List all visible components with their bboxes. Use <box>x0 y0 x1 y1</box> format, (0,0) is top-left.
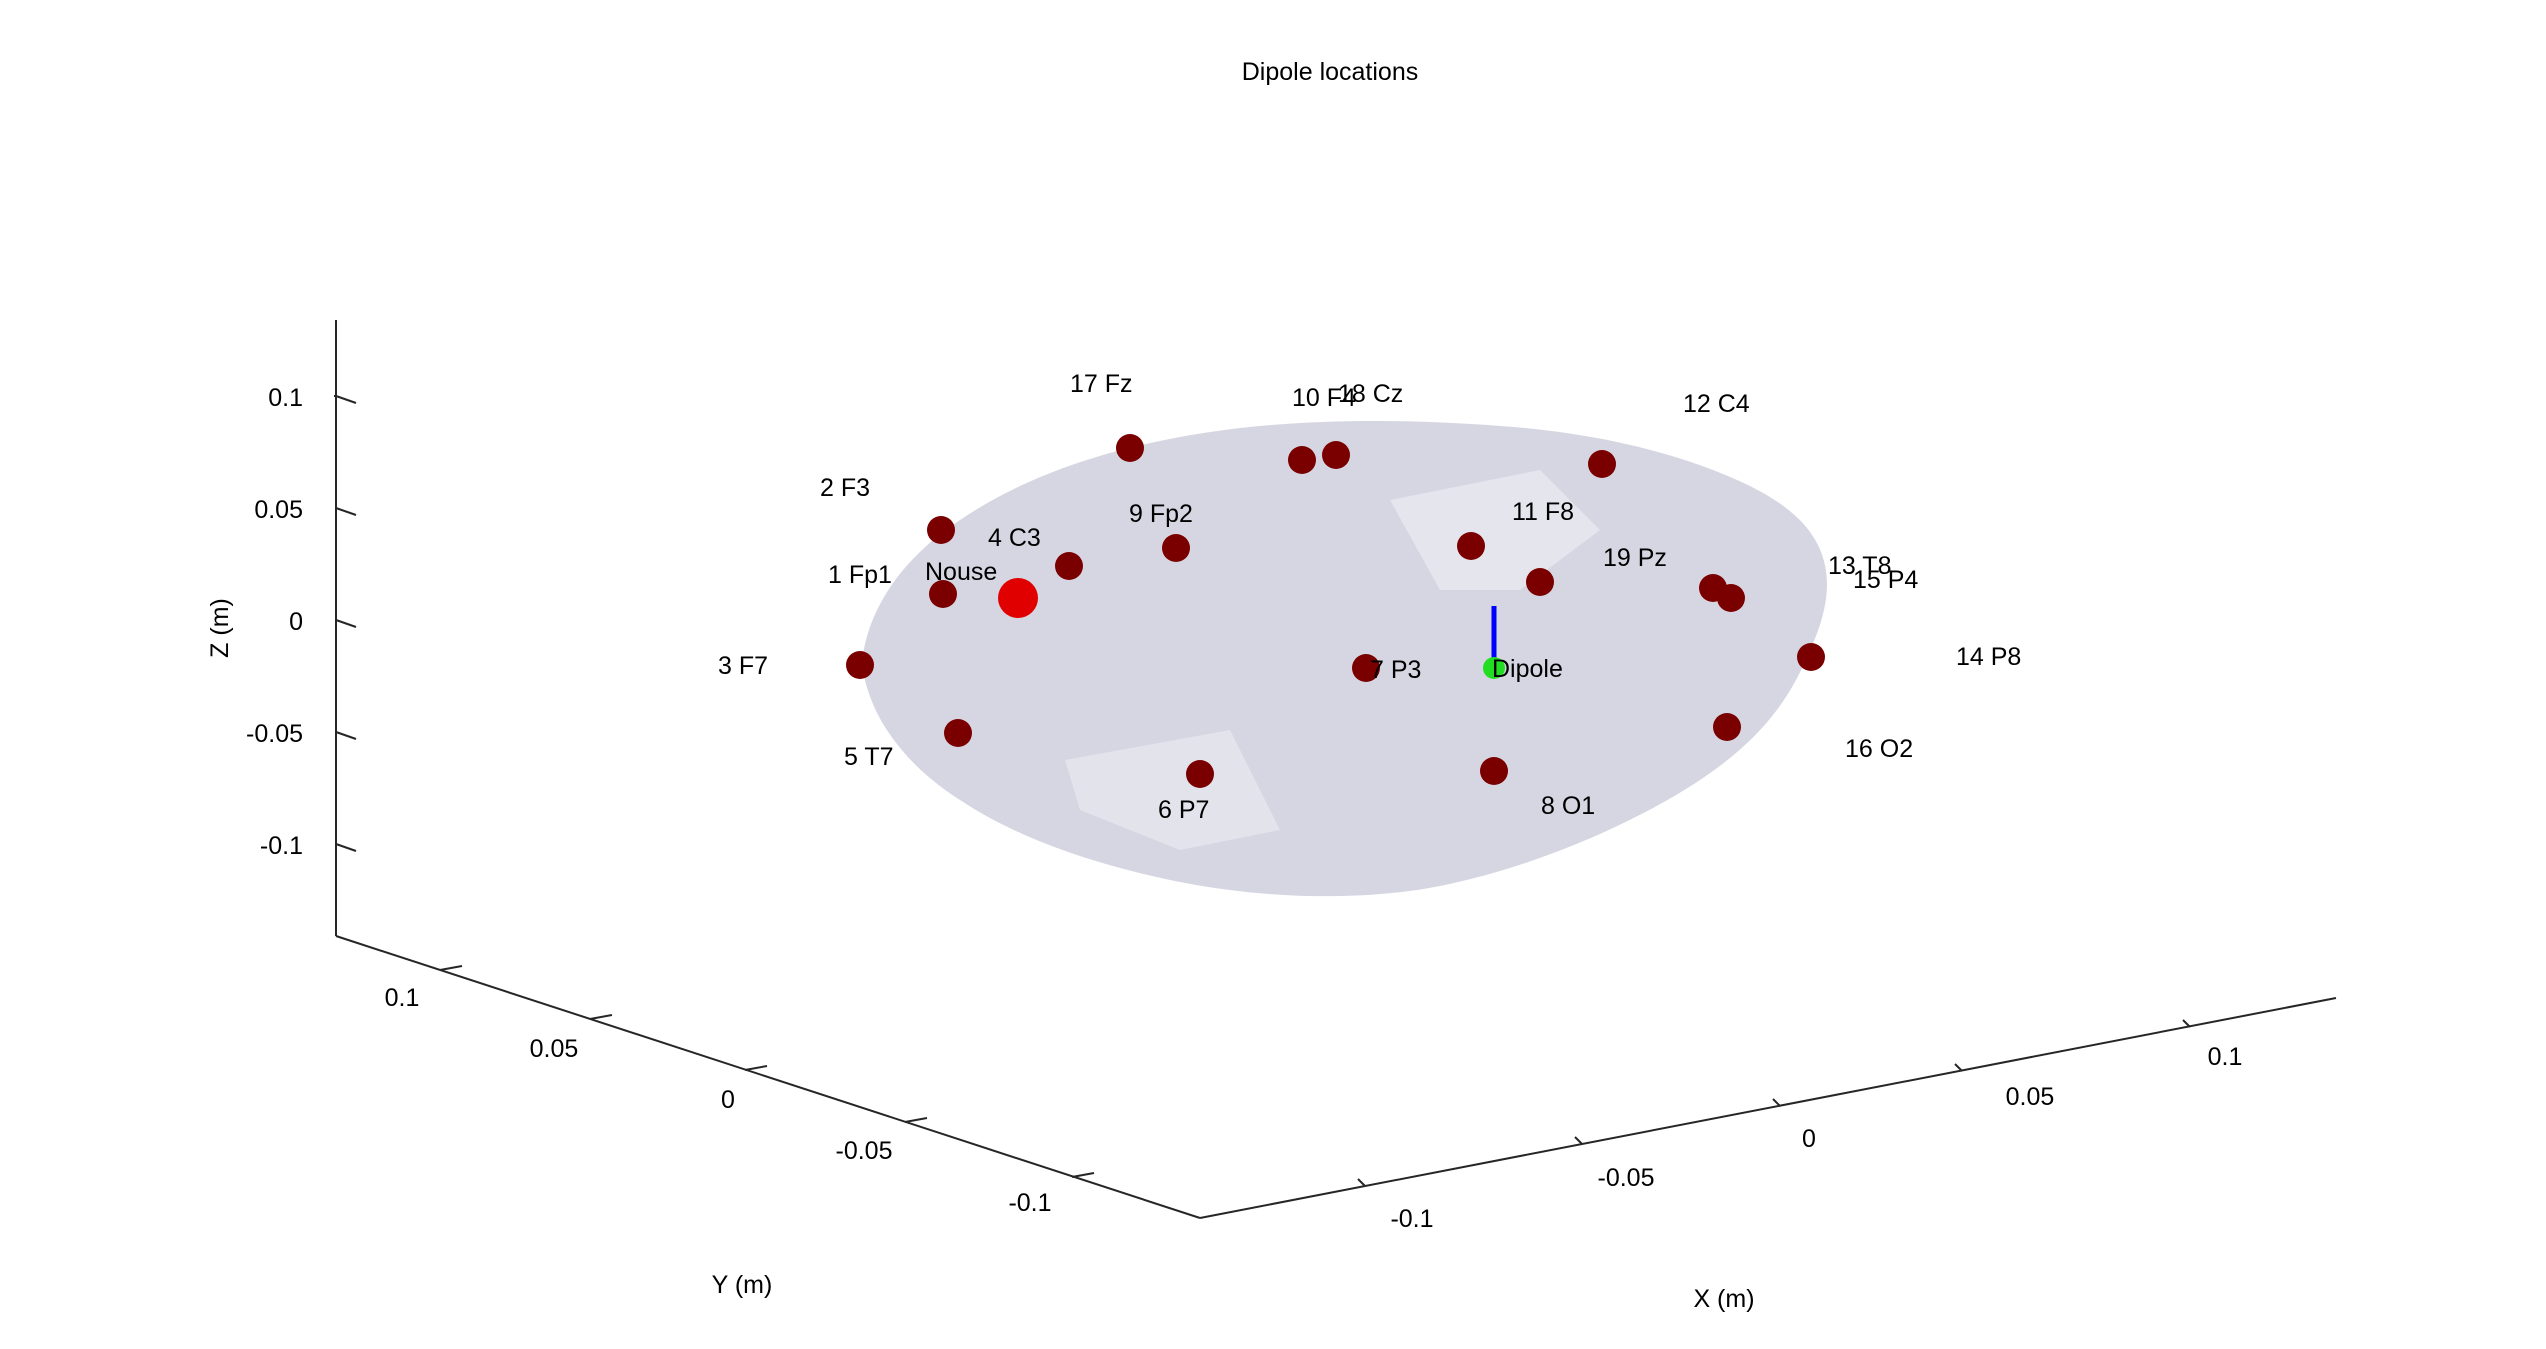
y-tick-mark <box>744 1065 768 1071</box>
electrode-label: 17 Fz <box>1070 370 1133 398</box>
head-highlight-bottom <box>1065 730 1280 850</box>
electrode-label: 8 O1 <box>1541 792 1595 820</box>
nose-label: Nouse <box>925 558 997 586</box>
x-axis-line <box>1199 997 2337 1219</box>
electrode-label: 12 C4 <box>1683 390 1750 418</box>
electrode-marker <box>1588 450 1616 478</box>
x-axis-label: X (m) <box>1693 1285 1754 1313</box>
z-axis-label: Z (m) <box>206 598 234 658</box>
x-tick-mark <box>1357 1178 1366 1187</box>
y-tick-mark <box>439 965 463 971</box>
electrode-label: 14 P8 <box>1956 643 2021 671</box>
z-tick-mark <box>335 731 357 740</box>
electrode-labels-group: 1 Fp1 2 F3 3 F7 4 C3 5 T7 6 P7 7 P3 8 O1 9 Fp2 10… <box>718 370 2021 824</box>
z-tick-label: 0.1 <box>268 384 303 412</box>
electrode-label: 9 Fp2 <box>1129 500 1193 528</box>
z-tick-mark <box>335 843 357 852</box>
y-tick-mark <box>589 1014 613 1020</box>
head-highlight-top <box>1390 470 1600 590</box>
y-axis: 0.1 0.05 0 -0.05 -0.1 Y (m) <box>385 965 1095 1299</box>
electrode-marker <box>1717 584 1745 612</box>
x-tick-mark <box>2182 1019 2191 1028</box>
electrode-label: 15 P4 <box>1853 566 1918 594</box>
electrode-label: 4 C3 <box>988 524 1041 552</box>
electrode-marker <box>1186 760 1214 788</box>
dipole-group: Dipole <box>1483 606 1563 683</box>
x-tick-mark <box>1954 1063 1963 1072</box>
electrode-marker <box>1713 713 1741 741</box>
y-tick-label: 0.05 <box>530 1035 579 1063</box>
z-tick-mark <box>335 395 357 404</box>
electrode-label: 1 Fp1 <box>828 561 892 589</box>
electrode-marker <box>927 516 955 544</box>
electrode-label: 16 O2 <box>1845 735 1913 763</box>
x-tick-label: 0.1 <box>2208 1043 2243 1071</box>
nose-marker-group: Nouse <box>925 558 1038 618</box>
x-tick-label: 0.05 <box>2006 1083 2055 1111</box>
x-tick-mark <box>1772 1098 1781 1107</box>
z-tick-mark <box>335 507 357 516</box>
head-surface <box>862 421 1827 897</box>
y-tick-mark <box>1071 1172 1095 1178</box>
electrodes-group <box>846 434 1825 788</box>
electrode-label: 5 T7 <box>844 743 894 771</box>
axes-box <box>335 320 2337 1219</box>
electrode-marker <box>1352 654 1380 682</box>
y-axis-label: Y (m) <box>712 1271 773 1299</box>
z-tick-label: 0.05 <box>254 496 303 524</box>
head-ellipsoid <box>862 421 1827 897</box>
y-tick-label: -0.05 <box>836 1137 893 1165</box>
electrode-label: 7 P3 <box>1370 656 1421 684</box>
dipole-label: Dipole <box>1492 655 1563 683</box>
electrode-marker <box>1055 552 1083 580</box>
z-tick-label: -0.1 <box>260 832 303 860</box>
electrode-label: 13 T8 <box>1828 552 1891 580</box>
electrode-marker <box>846 651 874 679</box>
electrode-label: 19 Pz <box>1603 544 1667 572</box>
x-tick-label: 0 <box>1802 1125 1816 1153</box>
electrode-label: 6 P7 <box>1158 796 1209 824</box>
electrode-marker <box>1322 441 1350 469</box>
y-axis-line <box>335 935 1201 1219</box>
electrode-marker <box>929 580 957 608</box>
electrode-label: 10 F4 <box>1292 384 1356 412</box>
x-axis: -0.1 -0.05 0 0.05 0.1 X (m) <box>1357 1019 2243 1313</box>
x-tick-label: -0.1 <box>1390 1205 1433 1233</box>
y-tick-mark <box>904 1117 928 1123</box>
electrode-marker <box>1162 534 1190 562</box>
electrode-label: 18 Cz <box>1338 380 1403 408</box>
y-tick-label: 0.1 <box>385 984 420 1012</box>
chart-title: Dipole locations <box>1242 58 1419 86</box>
z-tick-label: 0 <box>289 608 303 636</box>
electrode-marker <box>1116 434 1144 462</box>
electrode-label: 2 F3 <box>820 474 870 502</box>
electrode-marker <box>944 719 972 747</box>
electrode-label: 11 F8 <box>1512 498 1574 526</box>
y-tick-label: -0.1 <box>1008 1189 1051 1217</box>
y-tick-label: 0 <box>721 1086 735 1114</box>
nose-marker <box>998 578 1038 618</box>
electrode-marker <box>1457 532 1485 560</box>
z-tick-label: -0.05 <box>246 720 303 748</box>
electrode-label: 3 F7 <box>718 652 768 680</box>
electrode-marker <box>1797 643 1825 671</box>
z-axis: 0.1 0.05 0 -0.05 -0.1 Z (m) <box>206 384 357 860</box>
electrode-marker <box>1526 568 1554 596</box>
dipole-marker <box>1483 657 1505 679</box>
x-tick-mark <box>1574 1136 1583 1145</box>
x-tick-label: -0.05 <box>1598 1164 1655 1192</box>
electrode-marker <box>1480 757 1508 785</box>
electrode-marker <box>1288 446 1316 474</box>
z-tick-mark <box>335 619 357 628</box>
